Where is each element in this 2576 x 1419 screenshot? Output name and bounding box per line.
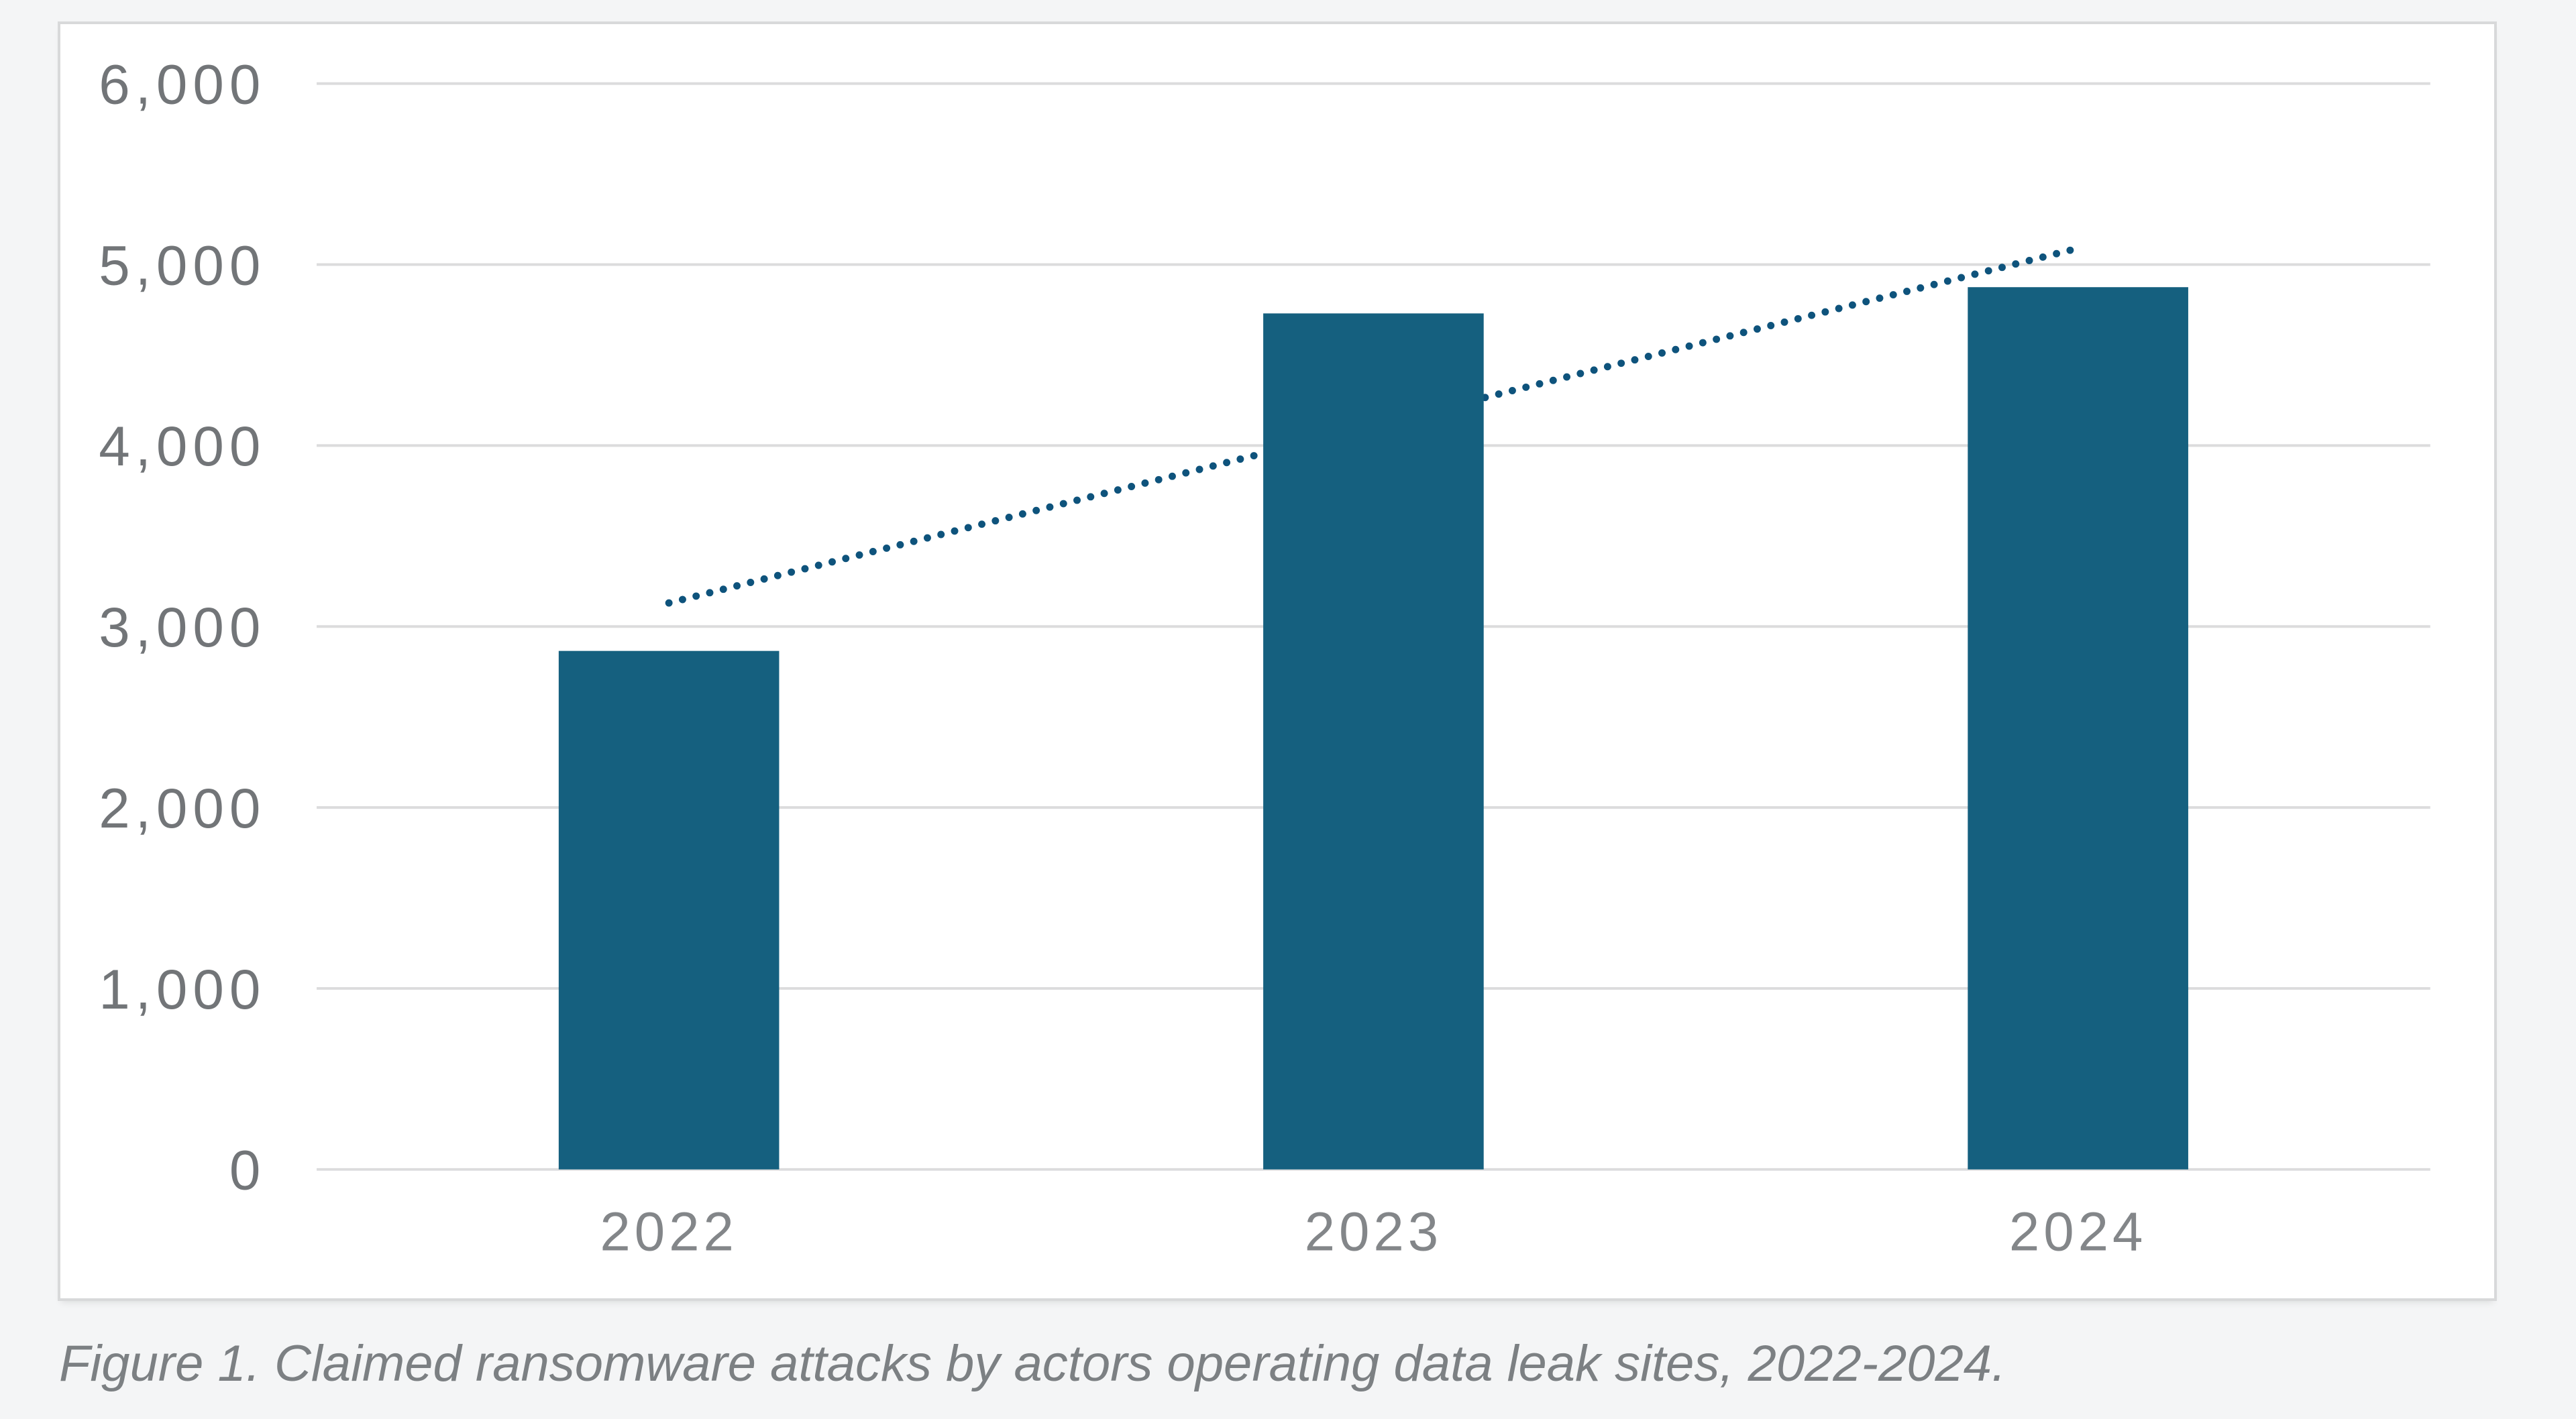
bar-chart: 0 1,000 2,000 3,000 4,000 5,000 6,000 2022 2023 2…	[99, 53, 2430, 1262]
bar-2022	[558, 650, 780, 1170]
figure-caption: Figure 1. Claimed ransomware attacks by …	[59, 1335, 2006, 1392]
y-tick-label: 6,000	[99, 53, 266, 116]
y-tick-label: 1,000	[99, 958, 266, 1021]
y-tick-label: 2,000	[99, 777, 266, 840]
y-tick-label: 0	[229, 1139, 266, 1202]
bar-2024	[1968, 287, 2188, 1170]
x-tick-label-2024: 2024	[2009, 1201, 2147, 1262]
y-tick-label: 5,000	[99, 233, 266, 296]
chart-panel: 0 1,000 2,000 3,000 4,000 5,000 6,000 2022 2023 2…	[58, 21, 2497, 1301]
x-tick-label-2023: 2023	[1305, 1201, 1443, 1262]
x-tick-label-2022: 2022	[600, 1201, 738, 1262]
y-tick-label: 4,000	[99, 414, 266, 477]
bar-2023	[1263, 313, 1484, 1170]
y-tick-label: 3,000	[99, 595, 266, 659]
